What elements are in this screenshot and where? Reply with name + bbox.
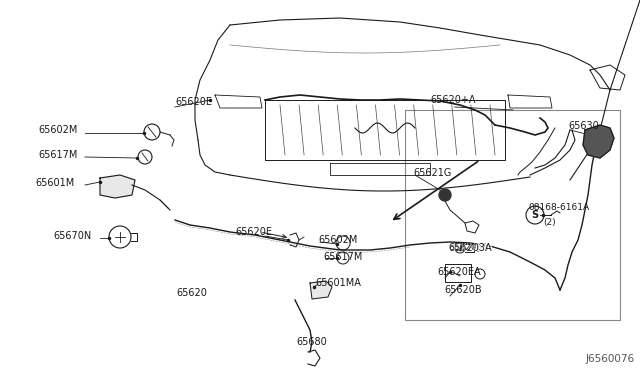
Text: 65620EA: 65620EA xyxy=(437,267,481,277)
Text: 65620+A: 65620+A xyxy=(430,95,476,105)
Text: 65602M: 65602M xyxy=(318,235,357,245)
Text: 65601M: 65601M xyxy=(35,178,74,188)
Text: 65617M: 65617M xyxy=(38,150,77,160)
Text: 65620³A: 65620³A xyxy=(448,243,490,253)
Text: 65680: 65680 xyxy=(296,337,327,347)
Text: 65630: 65630 xyxy=(568,121,599,131)
Text: 65670N: 65670N xyxy=(53,231,92,241)
Text: (2): (2) xyxy=(543,218,556,227)
Bar xyxy=(445,264,471,282)
Text: 65602M: 65602M xyxy=(38,125,77,135)
Text: 65620E: 65620E xyxy=(175,97,212,107)
Text: 65620B: 65620B xyxy=(444,285,482,295)
Text: 656203A: 656203A xyxy=(448,243,492,253)
Polygon shape xyxy=(583,125,614,158)
Text: 65617M: 65617M xyxy=(323,252,362,262)
Text: 65620: 65620 xyxy=(176,288,207,298)
Text: 65620E: 65620E xyxy=(235,227,272,237)
Text: 65601MA: 65601MA xyxy=(315,278,361,288)
Text: J6560076: J6560076 xyxy=(586,354,635,364)
Bar xyxy=(405,110,620,320)
Text: 65621G: 65621G xyxy=(413,168,451,178)
Text: S: S xyxy=(531,210,539,220)
Polygon shape xyxy=(310,281,332,299)
Text: 6562°3A: 6562°3A xyxy=(448,243,490,253)
Text: 08168-6161A: 08168-6161A xyxy=(528,203,589,212)
Text: 65620βA: 65620βA xyxy=(448,244,488,253)
Polygon shape xyxy=(100,175,135,198)
Text: 65620βA: 65620βA xyxy=(448,243,492,253)
Circle shape xyxy=(439,189,451,201)
Text: 6562ØßÂ: 6562ØßÂ xyxy=(448,243,493,253)
